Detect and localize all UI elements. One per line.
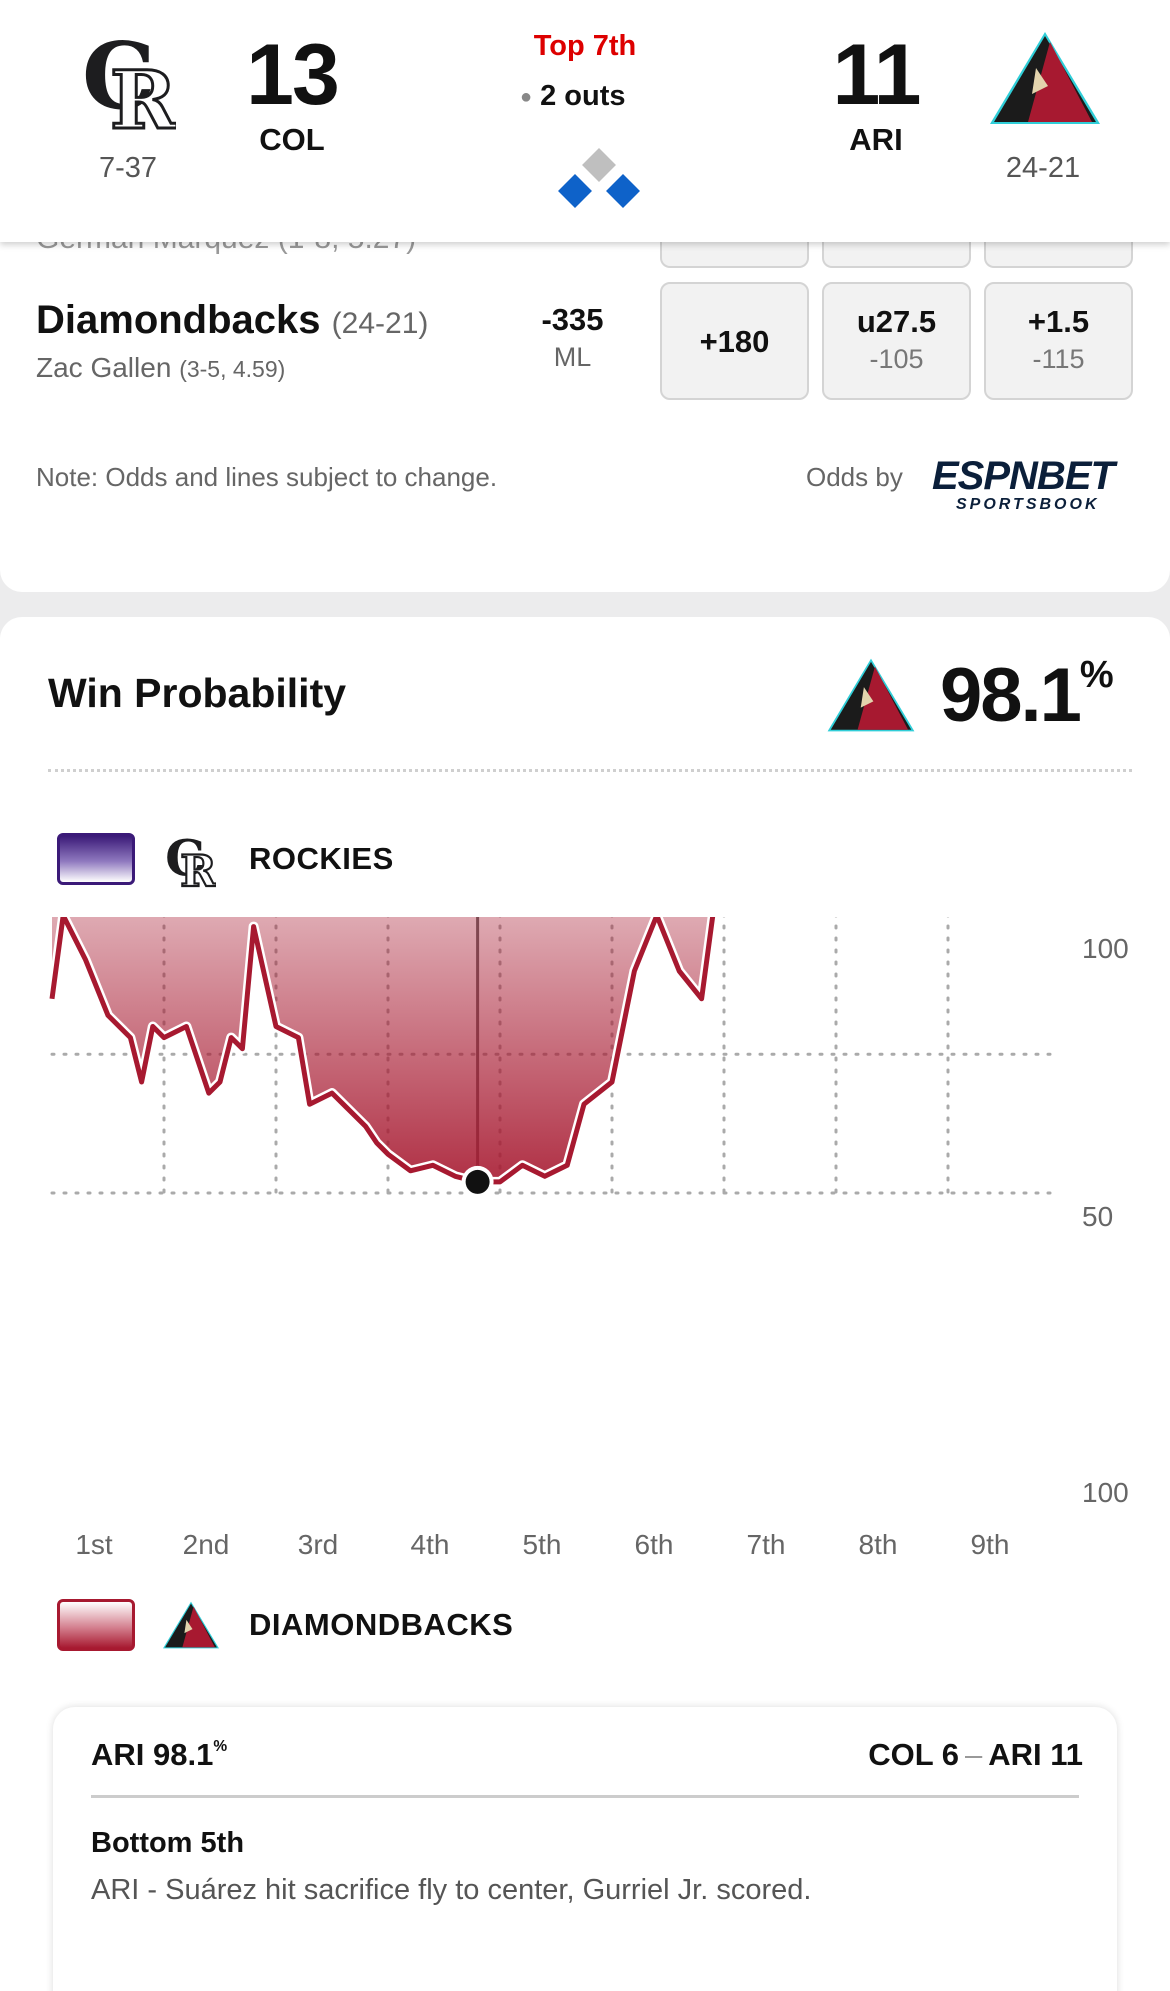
third-base-icon (558, 174, 592, 208)
team-record: (24-21) (331, 307, 429, 340)
diamondbacks-logo-icon[interactable] (988, 28, 1102, 128)
away-record: 7-37 (98, 152, 158, 184)
probable-pitcher: Zac Gallen (3-5, 4.59) (36, 352, 285, 384)
inning-label: 8th (858, 1529, 898, 1560)
team-name-text: Diamondbacks (36, 298, 321, 342)
summary-score-dash: – (964, 1737, 983, 1772)
summary-play-text: ARI - Suárez hit sacrifice fly to center… (91, 1874, 812, 1906)
diamondbacks-logo-icon (162, 1599, 220, 1651)
diamondbacks-area (52, 917, 713, 1182)
inning-label: 9th (970, 1529, 1010, 1560)
summary-pct-sign: % (213, 1738, 228, 1756)
svg-text:C: C (165, 828, 205, 887)
diamondbacks-legend-swatch (57, 1599, 135, 1651)
odds-button-moneyline[interactable]: +180 (660, 282, 809, 400)
second-base-icon (582, 148, 616, 182)
pitcher-name: Zac Gallen (36, 352, 172, 383)
summary-divider (91, 1795, 1079, 1798)
pitcher-stats: (3-5, 4.59) (179, 356, 286, 382)
win-pct-sign: % (1079, 653, 1114, 696)
win-probability-title: Win Probability (48, 670, 347, 716)
svg-text:R: R (110, 53, 176, 132)
outs-indicator: ● 2 outs (520, 80, 670, 113)
odds-by-label: Odds by (806, 462, 903, 492)
divider (48, 769, 1132, 772)
summary-win-probability: ARI 98.1% (91, 1737, 227, 1773)
first-base-icon (606, 174, 640, 208)
odds-button-main: u27.5 (856, 304, 937, 339)
diamondbacks-legend-label: DIAMONDBACKS (249, 1607, 514, 1642)
moneyline-label: ML (553, 342, 592, 372)
inning-label: 3rd (297, 1529, 339, 1560)
svg-text:C: C (82, 22, 155, 130)
inning-label: 4th (410, 1529, 450, 1560)
moneyline: -335 ML (520, 302, 625, 373)
outs-text: 2 outs (540, 80, 626, 112)
odds-note: Note: Odds and lines subject to change. (36, 462, 498, 492)
moneyline-value: -335 (541, 302, 604, 337)
home-score: 11 (832, 27, 922, 123)
espnbet-wordmark: ESPNBET (932, 454, 1115, 498)
inning-label: 1st (75, 1529, 113, 1560)
inning-label: 5th (522, 1529, 562, 1560)
summary-inning: Bottom 5th (91, 1827, 245, 1859)
diamondbacks-series-line (49, 917, 716, 1185)
scoreboard: C R 7-37 13 COL Top 7th ● 2 outs 11 ARI 2… (0, 0, 1170, 242)
rockies-legend-swatch (57, 833, 135, 885)
selected-point-marker (465, 1169, 490, 1194)
rockies-legend-label: ROCKIES (249, 841, 394, 876)
away-score: 13 (246, 27, 340, 123)
win-probability-chart[interactable] (0, 917, 1170, 1517)
odds-button-spread[interactable]: +1.5 -115 (984, 282, 1133, 400)
svg-text:R: R (180, 846, 216, 889)
summary-score-away: COL 6 (868, 1737, 959, 1772)
play-summary-card[interactable]: ARI 98.1% COL 6– ARI 11 Bottom 5th ARI - … (53, 1707, 1117, 1991)
inning-label: 7th (746, 1529, 786, 1560)
odds-button-main: +1.5 (1027, 304, 1090, 339)
win-probability-value: 98.1% (940, 652, 1114, 739)
odds-button-sub: -115 (1032, 344, 1085, 374)
home-abbr: ARI (849, 122, 903, 157)
inning-status: Top 7th (533, 30, 637, 62)
odds-button-main: +180 (699, 324, 770, 359)
inning-label: 6th (634, 1529, 674, 1560)
rockies-logo-icon[interactable]: C R (80, 20, 179, 149)
win-probability-card: Win Probability 98.1% C R ROCKIES (0, 617, 1170, 1991)
chart-areas (47, 917, 718, 1198)
win-pct-number: 98.1 (940, 653, 1082, 738)
diamondbacks-logo-icon (826, 655, 916, 735)
y-tick-label: 50 (1082, 1201, 1114, 1232)
summary-score: COL 6– ARI 11 (868, 1737, 1083, 1773)
rockies-logo-icon: C R (164, 827, 218, 898)
out-dot-icon: ● (520, 85, 533, 108)
espnbet-logo[interactable]: ESPNBET SPORTSBOOK (932, 454, 1115, 514)
sportsbook-wordmark: SPORTSBOOK (956, 496, 1100, 513)
summary-win-text: ARI 98.1 (91, 1737, 214, 1772)
odds-button-sub: -105 (869, 344, 924, 374)
odds-button-total[interactable]: u27.5 -105 (822, 282, 971, 400)
summary-score-home: ARI 11 (988, 1737, 1083, 1772)
away-abbr: COL (259, 122, 325, 157)
y-tick-label: 100 (1082, 1477, 1129, 1508)
y-tick-label: 100 (1082, 933, 1129, 964)
inning-label: 2nd (182, 1529, 230, 1560)
odds-team-name: Diamondbacks (24-21) (36, 298, 428, 343)
home-record: 24-21 (1005, 152, 1081, 184)
